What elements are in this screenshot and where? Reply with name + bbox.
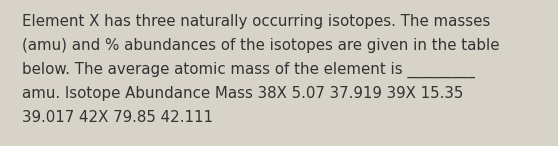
Text: amu. Isotope Abundance Mass 38X 5.07 37.919 39X 15.35: amu. Isotope Abundance Mass 38X 5.07 37.… — [22, 86, 463, 101]
Text: (amu) and % abundances of the isotopes are given in the table: (amu) and % abundances of the isotopes a… — [22, 38, 499, 53]
Text: Element X has three naturally occurring isotopes. The masses: Element X has three naturally occurring … — [22, 14, 490, 29]
Text: below. The average atomic mass of the element is _________: below. The average atomic mass of the el… — [22, 62, 475, 78]
Text: 39.017 42X 79.85 42.111: 39.017 42X 79.85 42.111 — [22, 110, 213, 125]
